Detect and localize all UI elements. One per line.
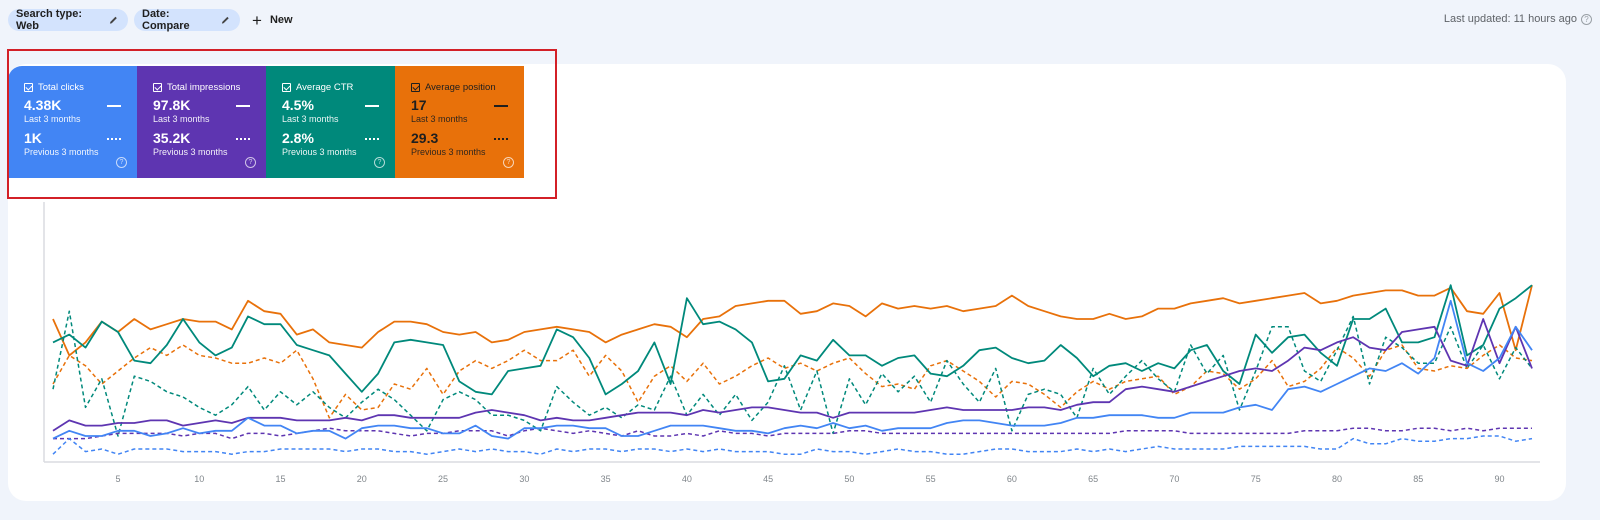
dashed-line-legend-icon xyxy=(494,138,508,140)
solid-line-legend-icon xyxy=(365,105,379,107)
dashed-line-legend-icon xyxy=(236,138,250,140)
checkbox-checked-icon[interactable] xyxy=(282,83,291,92)
metric-label: Total clicks xyxy=(38,82,84,93)
pencil-icon xyxy=(109,16,117,24)
help-circle-icon[interactable]: ? xyxy=(503,157,514,168)
x-tick-label: 45 xyxy=(763,474,774,484)
metric-current-period: Last 3 months xyxy=(24,114,81,124)
metric-label: Average position xyxy=(425,82,496,93)
x-tick-label: 80 xyxy=(1331,474,1342,484)
x-tick-label: 10 xyxy=(194,474,205,484)
metric-label: Average CTR xyxy=(296,82,354,93)
x-tick-label: 90 xyxy=(1494,474,1505,484)
metric-previous-period: Previous 3 months xyxy=(282,147,357,157)
checkbox-checked-icon[interactable] xyxy=(153,83,162,92)
last-updated-text: Last updated: 11 hours ago xyxy=(1443,13,1577,25)
solid-line-legend-icon xyxy=(494,105,508,107)
metric-previous-value: 35.2K xyxy=(153,130,191,146)
metric-previous-period: Previous 3 months xyxy=(153,147,228,157)
help-circle-icon[interactable]: ? xyxy=(374,157,385,168)
metric-current-value: 17 xyxy=(411,97,427,113)
x-tick-label: 65 xyxy=(1088,474,1099,484)
metric-current-value: 4.5% xyxy=(282,97,314,113)
last-updated: Last updated: 11 hours ago ? xyxy=(1444,13,1592,25)
metric-card-average-ctr[interactable]: Average CTR 4.5% Last 3 months 2.8% Prev… xyxy=(266,66,395,178)
solid-line-legend-icon xyxy=(107,105,121,107)
pencil-icon xyxy=(221,16,229,24)
metric-current-period: Last 3 months xyxy=(153,114,210,124)
metric-current-value: 97.8K xyxy=(153,97,191,113)
x-tick-label: 70 xyxy=(1169,474,1180,484)
dashed-line-legend-icon xyxy=(107,138,121,140)
filter-chip-label: Search type: Web xyxy=(16,8,83,32)
x-tick-label: 25 xyxy=(438,474,449,484)
metric-current-period: Last 3 months xyxy=(411,114,468,124)
x-tick-label: 50 xyxy=(844,474,855,484)
x-tick-label: 15 xyxy=(275,474,286,484)
metric-current-period: Last 3 months xyxy=(282,114,339,124)
metric-card-total-clicks[interactable]: Total clicks 4.38K Last 3 months 1K Prev… xyxy=(8,66,137,178)
help-circle-icon[interactable]: ? xyxy=(1581,13,1592,25)
metric-previous-period: Previous 3 months xyxy=(411,147,486,157)
metric-previous-value: 1K xyxy=(24,130,42,146)
x-tick-label: 5 xyxy=(115,474,121,484)
metric-card-total-impressions[interactable]: Total impressions 97.8K Last 3 months 35… xyxy=(137,66,266,178)
metric-cards: Total clicks 4.38K Last 3 months 1K Prev… xyxy=(8,66,524,178)
metric-previous-value: 2.8% xyxy=(282,130,314,146)
checkbox-checked-icon[interactable] xyxy=(24,83,33,92)
x-tick-label: 40 xyxy=(681,474,692,484)
x-tick-label: 55 xyxy=(925,474,936,484)
filter-chip-date[interactable]: Date: Compare xyxy=(134,8,240,32)
dashed-line-legend-icon xyxy=(365,138,379,140)
x-tick-label: 30 xyxy=(519,474,530,484)
plus-icon: + xyxy=(252,10,262,30)
new-filter-label: New xyxy=(269,14,293,26)
x-tick-label: 85 xyxy=(1413,474,1424,484)
checkbox-checked-icon[interactable] xyxy=(411,83,420,92)
x-tick-label: 20 xyxy=(356,474,367,484)
x-tick-label: 60 xyxy=(1006,474,1017,484)
filter-chip-search-type[interactable]: Search type: Web xyxy=(8,8,128,32)
x-tick-label: 75 xyxy=(1250,474,1261,484)
x-tick-label: 35 xyxy=(600,474,611,484)
metric-card-average-position[interactable]: Average position 17 Last 3 months 29.3 P… xyxy=(395,66,524,178)
top-toolbar: Search type: Web Date: Compare + New Las… xyxy=(0,0,1600,40)
solid-line-legend-icon xyxy=(236,105,250,107)
new-filter-button[interactable]: + New xyxy=(252,9,293,31)
filter-chip-label: Date: Compare xyxy=(142,8,190,32)
metric-current-value: 4.38K xyxy=(24,97,62,113)
metric-previous-value: 29.3 xyxy=(411,130,439,146)
metric-previous-period: Previous 3 months xyxy=(24,147,99,157)
help-circle-icon[interactable]: ? xyxy=(116,157,127,168)
help-circle-icon[interactable]: ? xyxy=(245,157,256,168)
metric-label: Total impressions xyxy=(167,82,241,93)
